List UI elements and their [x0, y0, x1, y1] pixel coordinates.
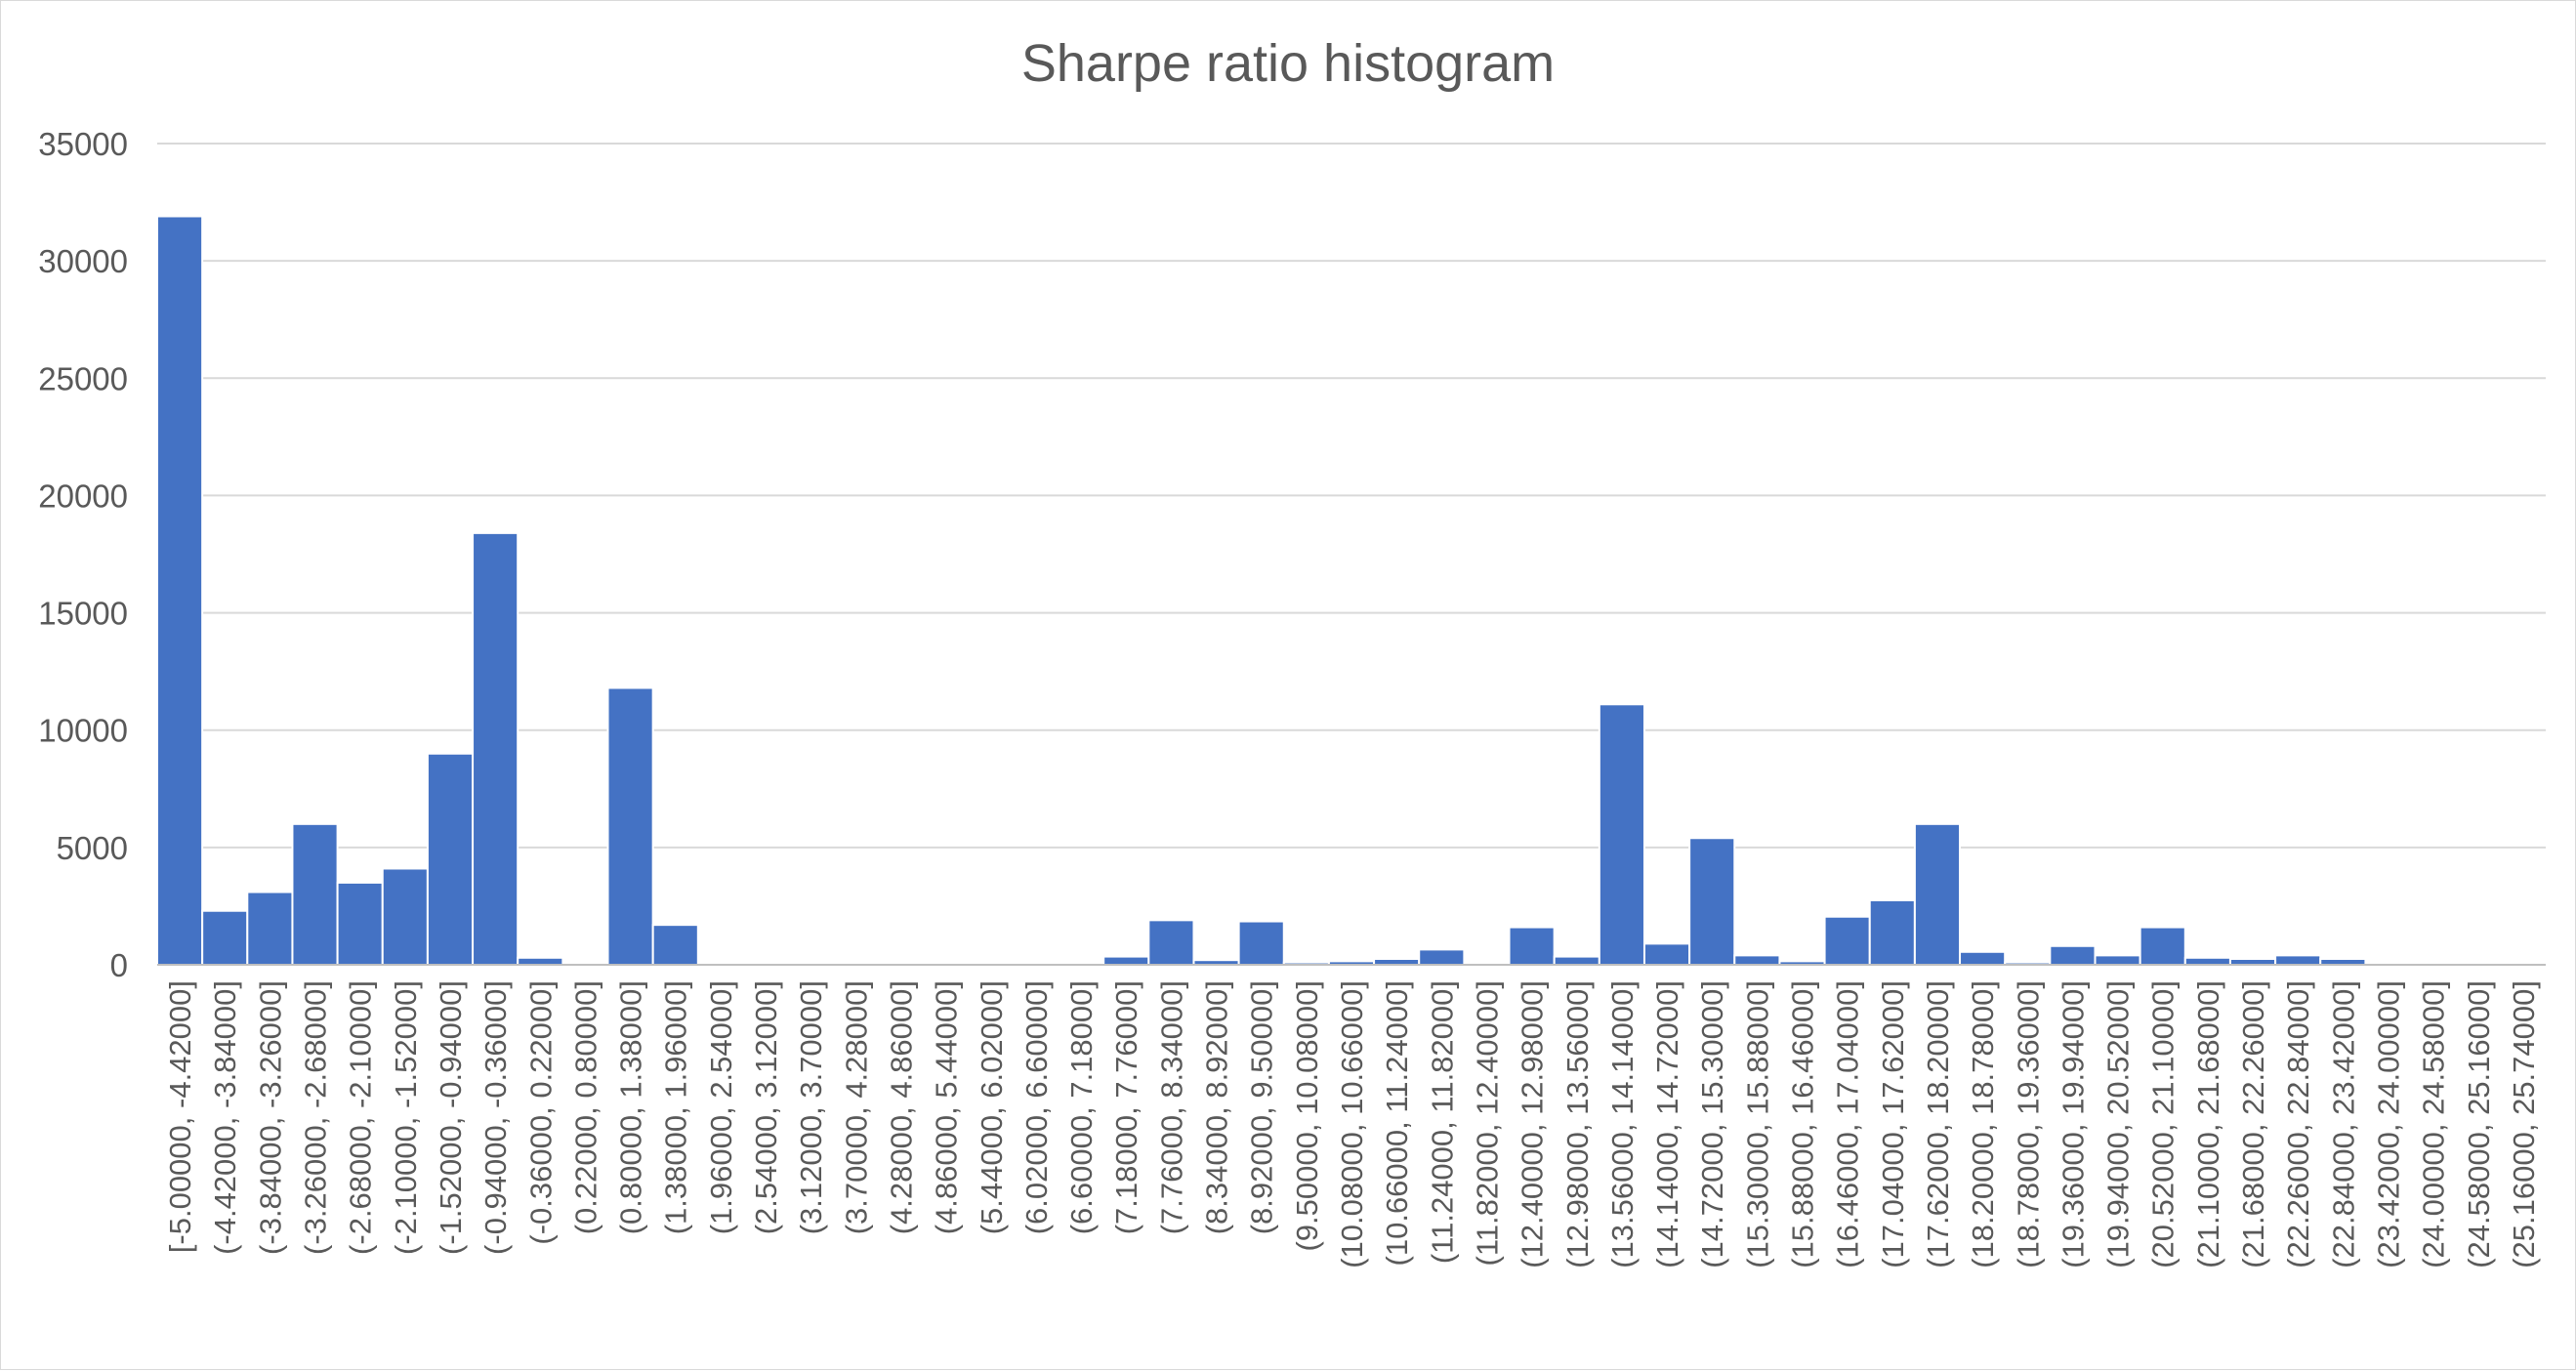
x-tick-label: (22.26000, 22.84000] [2281, 980, 2315, 1268]
y-tick-label: 0 [110, 947, 128, 983]
x-tick-label: (-2.10000, -1.52000] [389, 980, 423, 1255]
x-tick-label: (6.60000, 7.18000] [1064, 980, 1099, 1234]
x-tick-label: (0.22000, 0.80000] [568, 980, 602, 1234]
x-tick-label: (-3.26000, -2.68000] [299, 980, 333, 1255]
x-axis-tick-labels: [-5.00000, -4.42000] (-4.42000, -3.84000]… [163, 980, 2541, 1268]
x-tick-label: (-0.94000, -0.36000] [478, 980, 513, 1255]
y-tick-label: 25000 [38, 360, 128, 396]
x-tick-label: [-5.00000, -4.42000] [163, 980, 197, 1253]
x-tick-label: (18.20000, 18.78000] [1966, 980, 2000, 1268]
x-tick-label: (-4.42000, -3.84000] [208, 980, 242, 1255]
x-tick-label: (19.36000, 19.94000] [2056, 980, 2090, 1268]
histogram-bar [336, 881, 384, 967]
x-tick-label: (23.42000, 24.00000] [2371, 980, 2405, 1268]
x-tick-label: (12.40000, 12.98000] [1516, 980, 1550, 1268]
x-tick-label: (-3.84000, -3.26000] [253, 980, 287, 1255]
histogram-bar [1508, 926, 1556, 966]
x-tick-label: (19.94000, 20.52000] [2101, 980, 2136, 1268]
histogram-bars [156, 215, 2367, 967]
histogram-bar [1598, 703, 1645, 966]
histogram-bar [1733, 954, 1781, 966]
histogram-bar [517, 956, 564, 967]
y-tick-label: 15000 [38, 596, 128, 632]
histogram-bar [1823, 915, 1871, 967]
histogram-bar [201, 909, 249, 967]
histogram-bar [1553, 955, 1600, 967]
histogram-bar [2139, 926, 2186, 966]
gridlines [157, 143, 2546, 849]
y-tick-label: 5000 [57, 830, 128, 866]
x-tick-label: (11.82000, 12.40000] [1470, 980, 1504, 1266]
histogram-bar [651, 924, 699, 966]
histogram-bar [472, 531, 519, 966]
x-tick-label: (17.62000, 18.20000] [1921, 980, 1955, 1268]
x-tick-label: (12.98000, 13.56000] [1560, 980, 1595, 1268]
histogram-bar [426, 752, 475, 966]
x-tick-label: (0.80000, 1.38000] [614, 980, 648, 1234]
x-tick-label: (14.14000, 14.72000] [1650, 980, 1684, 1268]
x-tick-label: (25.16000, 25.74000] [2507, 980, 2541, 1268]
histogram-bar [381, 867, 429, 966]
histogram-bar [246, 891, 294, 966]
x-tick-label: (1.96000, 2.54000] [704, 980, 738, 1234]
x-tick-label: (15.30000, 15.88000] [1740, 980, 1774, 1268]
x-tick-label: (7.18000, 7.76000] [1109, 980, 1143, 1234]
histogram-bar [1688, 837, 1736, 967]
x-tick-label: (4.28000, 4.86000] [884, 980, 918, 1234]
x-tick-label: (8.34000, 8.92000] [1200, 980, 1234, 1234]
y-axis-tick-labels: 0 5000 10000 15000 20000 25000 30000 35000 [38, 126, 128, 983]
x-tick-label: (-0.36000, 0.22000] [523, 980, 558, 1245]
histogram-bar [2094, 954, 2141, 966]
x-tick-label: (2.54000, 3.12000] [749, 980, 783, 1234]
histogram-bar [2183, 956, 2231, 967]
histogram-bar [1868, 898, 1916, 967]
x-tick-label: (22.84000, 23.42000] [2326, 980, 2360, 1268]
x-tick-label: (18.78000, 19.36000] [2011, 980, 2045, 1268]
x-tick-label: (14.72000, 15.30000] [1695, 980, 1729, 1268]
x-tick-label: (9.50000, 10.08000] [1290, 980, 1324, 1252]
y-tick-label: 30000 [38, 243, 128, 279]
histogram-bar [1237, 920, 1285, 966]
x-tick-label: (1.38000, 1.96000] [659, 980, 693, 1234]
x-tick-label: (10.66000, 11.24000] [1380, 980, 1414, 1266]
x-tick-label: (17.04000, 17.62000] [1876, 980, 1910, 1268]
x-tick-label: (4.86000, 5.44000] [930, 980, 964, 1234]
histogram-bar [1147, 919, 1195, 966]
x-tick-label: (3.12000, 3.70000] [794, 980, 828, 1234]
x-tick-label: (8.92000, 9.50000] [1245, 980, 1279, 1234]
histogram-bar [2274, 954, 2322, 966]
histogram-bar [156, 215, 204, 966]
x-tick-label: (-1.52000, -0.94000] [434, 980, 468, 1255]
histogram-bar [606, 686, 654, 966]
histogram-bar [1418, 948, 1466, 966]
histogram-bar [291, 822, 339, 966]
x-tick-label: (13.56000, 14.14000] [1605, 980, 1640, 1268]
x-tick-label: (21.10000, 21.68000] [2191, 980, 2225, 1268]
x-tick-label: (6.02000, 6.60000] [1019, 980, 1054, 1234]
histogram-bar [1959, 950, 2007, 967]
x-tick-label: (10.08000, 10.66000] [1335, 980, 1369, 1268]
x-tick-label: (16.46000, 17.04000] [1831, 980, 1865, 1268]
x-tick-label: (21.68000, 22.26000] [2236, 980, 2270, 1268]
histogram-bar [1102, 955, 1150, 967]
y-tick-label: 10000 [38, 713, 128, 749]
x-tick-label: (3.70000, 4.28000] [839, 980, 873, 1234]
histogram-bar [1913, 822, 1962, 966]
x-tick-label: (24.00000, 24.58000] [2417, 980, 2451, 1268]
x-tick-label: (5.44000, 6.02000] [975, 980, 1009, 1234]
histogram-bar [2049, 944, 2097, 967]
x-tick-label: (20.52000, 21.10000] [2146, 980, 2181, 1268]
y-tick-label: 35000 [38, 126, 128, 162]
chart-title: Sharpe ratio histogram [1021, 34, 1555, 93]
x-tick-label: (11.24000, 11.82000] [1425, 980, 1459, 1264]
x-tick-label: (15.88000, 16.46000] [1786, 980, 1820, 1268]
y-tick-label: 20000 [38, 478, 128, 514]
histogram-bar [1642, 942, 1691, 966]
x-tick-label: (7.76000, 8.34000] [1154, 980, 1188, 1234]
x-tick-label: (-2.68000, -2.10000] [344, 980, 378, 1255]
x-tick-label: (24.58000, 25.16000] [2462, 980, 2496, 1268]
